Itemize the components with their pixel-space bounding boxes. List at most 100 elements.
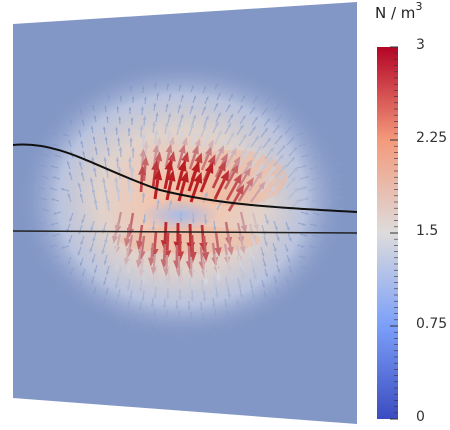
force-arrow-shaft (176, 126, 180, 136)
force-arrow-shaft (91, 181, 94, 189)
force-arrow-shaft (190, 136, 196, 148)
force-arrow-shaft (225, 276, 229, 286)
force-arrow-shaft (42, 276, 47, 279)
force-arrow-shaft (214, 84, 218, 90)
force-arrow-head (141, 132, 147, 139)
force-arrow-shaft (42, 198, 48, 201)
force-arrow-head (106, 197, 111, 204)
force-arrow-shaft (65, 300, 70, 303)
force-arrow-head (103, 156, 107, 162)
force-arrow-head (214, 247, 222, 257)
force-arrow-head (194, 152, 203, 164)
force-arrow-head (276, 237, 280, 242)
force-arrow-shaft (262, 189, 274, 204)
force-arrow-shaft (69, 142, 72, 148)
force-arrow-shaft (117, 310, 120, 316)
force-arrow-head (254, 116, 259, 121)
force-arrow-head (305, 197, 311, 201)
force-arrow-shaft (214, 231, 220, 248)
force-arrow-head (274, 226, 278, 232)
force-arrow-shaft (310, 256, 316, 259)
force-arrow-head (303, 164, 308, 168)
force-arrow-shaft (53, 166, 59, 169)
force-arrow-shaft (188, 153, 197, 170)
force-arrow-head (180, 113, 184, 118)
force-arrow-head (94, 269, 97, 275)
force-arrow-shaft (251, 234, 256, 247)
colorbar-title: N / m3 (375, 0, 423, 22)
force-arrow-head (81, 171, 84, 176)
force-arrow-shaft (144, 323, 146, 329)
force-arrow-head (240, 104, 244, 109)
force-arrow-shaft (106, 171, 109, 179)
force-arrow-head (119, 325, 122, 330)
force-arrow-head (270, 165, 276, 172)
force-arrow-shaft (299, 288, 304, 291)
force-arrow-shaft (78, 246, 82, 253)
colorbar (377, 46, 398, 420)
force-arrow-shaft (70, 289, 73, 295)
force-arrow-head (207, 154, 216, 165)
force-arrow-shaft (104, 254, 108, 262)
force-arrow-head (129, 296, 133, 301)
force-arrow-head (192, 113, 196, 119)
force-arrow-head (327, 200, 332, 203)
force-arrow-shaft (82, 290, 85, 296)
force-arrow-head (281, 144, 286, 149)
force-arrow-head (94, 114, 97, 119)
force-arrow-head (261, 252, 265, 258)
force-arrow-shaft (262, 312, 265, 317)
force-arrow-shaft (91, 297, 94, 303)
force-arrow-head (264, 294, 267, 299)
force-arrow-head (175, 305, 179, 311)
force-arrow-shaft (296, 133, 302, 136)
force-arrow-shaft (92, 253, 96, 260)
force-arrow-shaft (91, 128, 94, 134)
force-arrow-head (156, 198, 160, 204)
force-arrow-head (117, 166, 122, 172)
force-arrow-shaft (138, 224, 144, 242)
force-arrow-head (325, 280, 329, 283)
force-arrow-shaft (156, 203, 159, 211)
force-arrow-shaft (333, 164, 339, 167)
force-arrow-head (104, 239, 108, 246)
force-arrow-head (230, 113, 234, 118)
force-arrow-shaft (191, 118, 195, 126)
force-arrow-shaft (93, 308, 96, 313)
force-arrow-head (217, 112, 221, 117)
force-arrow-shaft (175, 170, 184, 191)
force-arrow-head (252, 106, 256, 110)
force-arrow-head (39, 197, 43, 200)
colorbar-unit-exponent: 3 (415, 0, 423, 13)
force-arrow-shaft (130, 289, 133, 297)
force-arrow-shaft (128, 234, 134, 250)
force-arrow-shaft (107, 265, 110, 272)
force-arrow-shaft (336, 208, 342, 211)
force-arrow-head (178, 296, 182, 302)
force-arrow-shaft (300, 211, 306, 214)
force-arrow-shaft (263, 235, 267, 243)
force-arrow-head (153, 313, 156, 318)
force-arrow-shaft (40, 187, 46, 190)
force-arrow-head (106, 146, 110, 151)
force-arrow-shaft (189, 108, 193, 115)
force-arrow-shaft (94, 264, 98, 271)
force-arrow-head (230, 131, 235, 138)
force-arrow-shaft (264, 268, 268, 275)
force-arrow-shaft (30, 275, 35, 278)
force-arrow-shaft (225, 153, 235, 168)
force-arrow-head (152, 144, 160, 153)
force-arrow-head (163, 304, 167, 310)
force-arrow-head (131, 96, 135, 100)
force-arrow-head (69, 218, 73, 223)
force-arrow-head (303, 256, 307, 259)
force-arrow-head (288, 291, 291, 296)
force-arrow-head (156, 92, 159, 96)
force-arrow-head (141, 155, 150, 166)
force-arrow-head (328, 214, 333, 217)
force-arrow-shaft (69, 234, 73, 241)
force-arrow-shaft (309, 278, 314, 281)
force-arrow-head (142, 219, 146, 225)
force-arrow-shaft (240, 266, 244, 276)
force-arrow-head (69, 293, 72, 298)
